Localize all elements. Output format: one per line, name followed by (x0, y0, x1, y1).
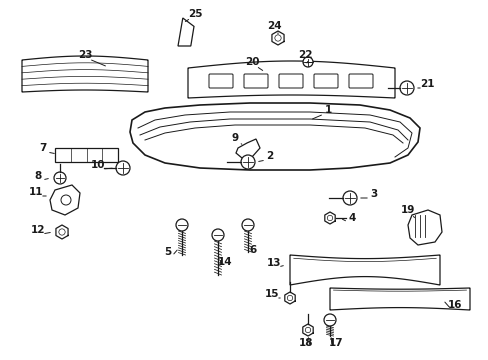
FancyBboxPatch shape (348, 74, 372, 88)
FancyBboxPatch shape (279, 74, 303, 88)
FancyBboxPatch shape (208, 74, 232, 88)
Circle shape (324, 314, 335, 326)
Text: 5: 5 (164, 247, 171, 257)
Text: 2: 2 (266, 151, 273, 161)
Text: 18: 18 (298, 338, 313, 348)
Text: 13: 13 (266, 258, 281, 268)
Text: 14: 14 (217, 257, 232, 267)
Circle shape (242, 219, 253, 231)
Text: 4: 4 (347, 213, 355, 223)
Text: 20: 20 (244, 57, 259, 67)
Text: 22: 22 (297, 50, 312, 60)
Circle shape (303, 57, 312, 67)
FancyBboxPatch shape (313, 74, 337, 88)
Polygon shape (407, 210, 441, 245)
Circle shape (176, 219, 187, 231)
Polygon shape (329, 288, 469, 310)
Polygon shape (130, 103, 419, 170)
Circle shape (116, 161, 130, 175)
Text: 1: 1 (324, 105, 331, 115)
Text: 24: 24 (266, 21, 281, 31)
Text: 9: 9 (231, 133, 238, 143)
Text: 17: 17 (328, 338, 343, 348)
Circle shape (399, 81, 413, 95)
Circle shape (54, 172, 66, 184)
Text: 12: 12 (31, 225, 45, 235)
Text: 3: 3 (369, 189, 377, 199)
Polygon shape (284, 292, 295, 304)
Text: 11: 11 (29, 187, 43, 197)
Polygon shape (50, 185, 80, 215)
Circle shape (212, 229, 224, 241)
Polygon shape (56, 225, 68, 239)
Text: 16: 16 (447, 300, 461, 310)
Polygon shape (236, 139, 260, 158)
Text: 10: 10 (91, 160, 105, 170)
Text: 25: 25 (187, 9, 202, 19)
Bar (55, 148, 118, 162)
Polygon shape (271, 31, 284, 45)
Polygon shape (187, 61, 394, 98)
Polygon shape (22, 56, 148, 92)
Polygon shape (178, 18, 194, 46)
Text: 23: 23 (78, 50, 92, 60)
Circle shape (241, 155, 254, 169)
Text: 21: 21 (419, 79, 433, 89)
Circle shape (342, 191, 356, 205)
FancyBboxPatch shape (244, 74, 267, 88)
Text: 6: 6 (249, 245, 256, 255)
Polygon shape (324, 212, 334, 224)
Polygon shape (289, 255, 439, 285)
Text: 7: 7 (39, 143, 46, 153)
Text: 19: 19 (400, 205, 414, 215)
Polygon shape (302, 324, 312, 336)
Text: 15: 15 (264, 289, 279, 299)
Text: 8: 8 (34, 171, 41, 181)
